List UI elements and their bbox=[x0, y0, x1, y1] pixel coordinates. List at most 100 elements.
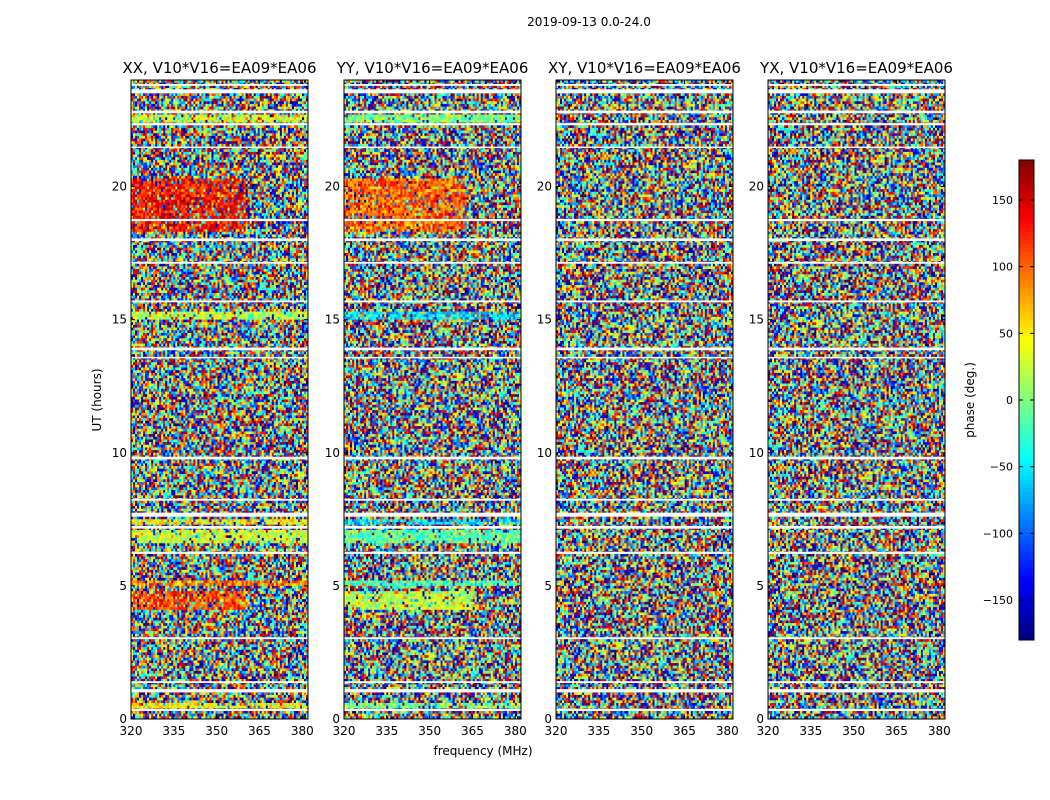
y-tick-label: 0 bbox=[332, 712, 340, 726]
y-tick-label: 0 bbox=[544, 712, 552, 726]
y-tick-label: 15 bbox=[325, 313, 340, 327]
flagged-band bbox=[344, 681, 521, 683]
y-tick-label: 20 bbox=[325, 180, 340, 194]
y-tick-label: 0 bbox=[756, 712, 764, 726]
colorbar-tick-label: 100 bbox=[992, 261, 1013, 274]
colorbar-label: phase (deg.) bbox=[963, 362, 977, 438]
panel-title: XX, V10*V16=EA09*EA06 bbox=[122, 59, 316, 77]
figure-title: 2019-09-13 0.0-24.0 bbox=[527, 15, 651, 29]
panels: XX, V10*V16=EA09*EA06 320 335 350 365 380 0 5 10… bbox=[112, 59, 953, 738]
colorbar-tick-label: 0 bbox=[1006, 394, 1013, 407]
flagged-band bbox=[768, 499, 945, 501]
x-tick-label: 335 bbox=[162, 724, 185, 738]
y-tick-label: 5 bbox=[332, 579, 340, 593]
panel-title: YY, V10*V16=EA09*EA06 bbox=[336, 59, 529, 77]
flagged-band bbox=[556, 238, 733, 241]
flagged-band bbox=[344, 457, 521, 460]
flagged-band bbox=[344, 637, 521, 639]
flagged-band bbox=[131, 238, 308, 241]
flagged-band bbox=[556, 89, 733, 93]
flagged-band bbox=[131, 357, 308, 359]
phase-heatmap bbox=[131, 80, 308, 719]
flagged-band bbox=[556, 637, 733, 639]
flagged-band bbox=[556, 300, 733, 302]
colorbar-tick-label: 50 bbox=[999, 327, 1013, 340]
flagged-band bbox=[131, 681, 308, 683]
x-tick-label: 350 bbox=[630, 724, 653, 738]
flagged-band bbox=[131, 300, 308, 302]
colorbar-tick-label: 150 bbox=[992, 194, 1013, 207]
flagged-band bbox=[131, 123, 308, 125]
flagged-band bbox=[131, 348, 308, 351]
flagged-band bbox=[344, 348, 521, 351]
x-tick-label: 380 bbox=[504, 724, 527, 738]
flagged-band bbox=[768, 262, 945, 264]
flagged-band bbox=[768, 348, 945, 351]
colorbar-tick-label: −150 bbox=[983, 594, 1013, 607]
flagged-band bbox=[768, 526, 945, 529]
phase-heatmap bbox=[768, 80, 945, 719]
colorbar-tick-label: −50 bbox=[990, 461, 1013, 474]
flagged-band bbox=[344, 147, 521, 149]
flagged-band bbox=[556, 262, 733, 264]
x-tick-label: 365 bbox=[673, 724, 696, 738]
flagged-band bbox=[344, 262, 521, 264]
x-tick-label: 350 bbox=[842, 724, 865, 738]
flagged-band bbox=[131, 709, 308, 711]
panel-title: XY, V10*V16=EA09*EA06 bbox=[548, 59, 741, 77]
y-tick-label: 10 bbox=[537, 446, 552, 460]
flagged-band bbox=[344, 89, 521, 93]
flagged-band bbox=[556, 457, 733, 460]
x-tick-label: 380 bbox=[716, 724, 739, 738]
flagged-band bbox=[344, 219, 521, 221]
x-tick-label: 320 bbox=[545, 724, 568, 738]
flagged-band bbox=[768, 123, 945, 125]
x-tick-label: 320 bbox=[757, 724, 780, 738]
flagged-band bbox=[344, 111, 521, 114]
flagged-band bbox=[556, 357, 733, 359]
flagged-band bbox=[556, 499, 733, 501]
flagged-band bbox=[131, 513, 308, 517]
flagged-band bbox=[344, 526, 521, 529]
flagged-band bbox=[556, 513, 733, 517]
flagged-band bbox=[768, 681, 945, 683]
y-tick-label: 10 bbox=[325, 446, 340, 460]
flagged-band bbox=[768, 238, 945, 241]
x-tick-label: 335 bbox=[587, 724, 610, 738]
x-tick-label: 365 bbox=[461, 724, 484, 738]
flagged-band bbox=[131, 84, 308, 86]
flagged-band bbox=[556, 147, 733, 149]
y-axis-label: UT (hours) bbox=[90, 368, 104, 431]
flagged-band bbox=[131, 526, 308, 529]
flagged-band bbox=[131, 262, 308, 264]
flagged-band bbox=[768, 300, 945, 302]
x-tick-label: 380 bbox=[928, 724, 951, 738]
y-tick-label: 15 bbox=[112, 313, 127, 327]
flagged-band bbox=[344, 513, 521, 517]
flagged-band bbox=[556, 219, 733, 221]
flagged-band bbox=[768, 147, 945, 149]
flagged-band bbox=[768, 552, 945, 554]
y-tick-label: 5 bbox=[119, 579, 127, 593]
y-tick-label: 20 bbox=[749, 180, 764, 194]
y-tick-label: 0 bbox=[119, 712, 127, 726]
flagged-band bbox=[556, 526, 733, 529]
y-tick-label: 15 bbox=[537, 313, 552, 327]
flagged-band bbox=[768, 357, 945, 359]
flagged-band bbox=[344, 689, 521, 692]
flagged-band bbox=[344, 84, 521, 86]
flagged-band bbox=[768, 457, 945, 460]
x-tick-label: 320 bbox=[120, 724, 143, 738]
y-tick-label: 10 bbox=[112, 446, 127, 460]
flagged-band bbox=[556, 84, 733, 86]
flagged-band bbox=[344, 709, 521, 711]
flagged-band bbox=[131, 457, 308, 460]
panel-title: YX, V10*V16=EA09*EA06 bbox=[759, 59, 953, 77]
x-tick-label: 335 bbox=[375, 724, 398, 738]
flagged-band bbox=[768, 513, 945, 517]
flagged-band bbox=[344, 123, 521, 125]
